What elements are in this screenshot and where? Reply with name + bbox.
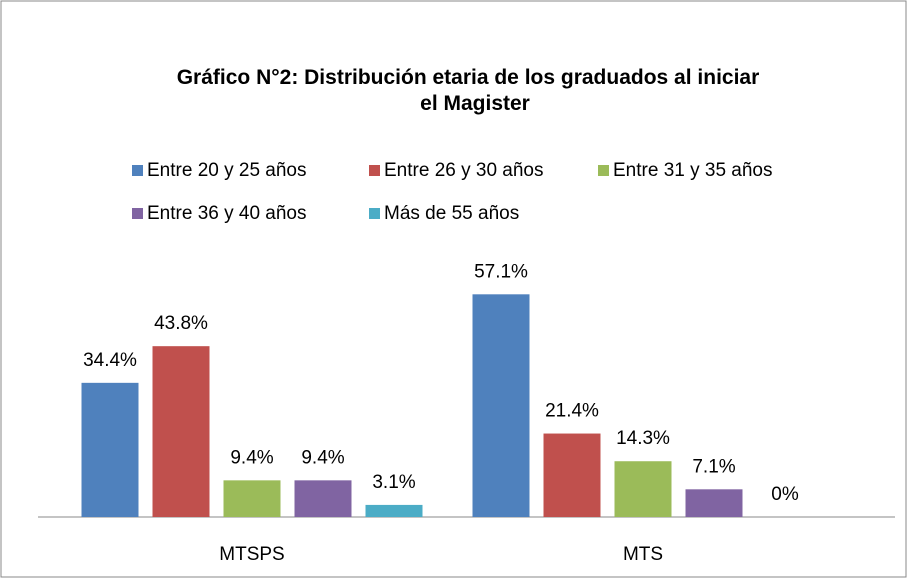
legend-label: Entre 20 y 25 años [147,160,307,181]
legend-label: Entre 36 y 40 años [147,203,307,224]
x-tick-label: MTSPS [219,544,284,565]
bar [614,461,672,517]
value-label: 14.3% [616,428,670,449]
legend-label: Entre 26 y 30 años [384,160,544,181]
value-label: 9.4% [301,447,344,468]
bar [81,382,139,517]
value-label: 21.4% [545,401,599,422]
value-label: 43.8% [154,313,208,334]
legend-label: Entre 31 y 35 años [613,160,773,181]
bar [472,294,530,517]
bar [365,504,423,517]
bar [223,480,281,517]
legend-swatch [369,165,380,176]
x-tick-label: MTS [623,544,663,565]
legend-swatch [132,208,143,219]
legend-swatch [598,165,609,176]
legend-label: Más de 55 años [384,203,519,224]
value-label: 7.1% [692,456,735,477]
bar [294,480,352,517]
bar [685,489,743,517]
bar [543,433,601,517]
value-label: 57.1% [474,261,528,282]
value-label: 0% [771,484,799,505]
legend-swatch [369,208,380,219]
chart-title: Gráfico N°2: Distribución etaria de los … [177,66,760,115]
value-label: 3.1% [372,472,415,493]
value-label: 34.4% [83,350,137,371]
bar [152,346,210,517]
legend-swatch [132,165,143,176]
value-label: 9.4% [230,447,273,468]
